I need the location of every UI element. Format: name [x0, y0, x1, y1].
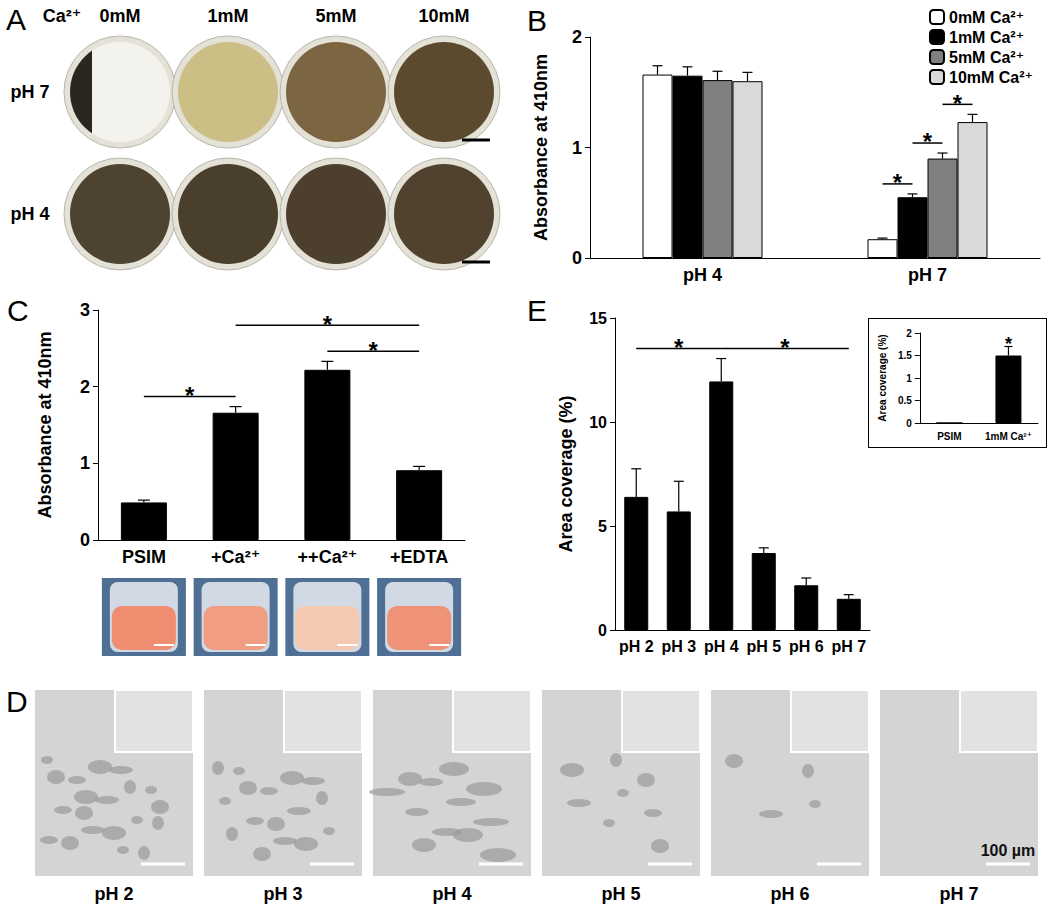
svg-text:+EDTA: +EDTA	[390, 547, 448, 567]
svg-text:pH 5: pH 5	[601, 884, 640, 904]
svg-text:2: 2	[906, 328, 912, 339]
svg-text:5mM Ca²⁺: 5mM Ca²⁺	[949, 49, 1024, 66]
svg-text:pH 6: pH 6	[789, 638, 824, 655]
svg-text:1: 1	[906, 373, 912, 384]
svg-text:pH 7: pH 7	[10, 82, 49, 102]
svg-text:0.5: 0.5	[898, 395, 912, 406]
svg-text:*: *	[1005, 334, 1012, 354]
svg-text:E: E	[527, 294, 547, 327]
svg-text:5mM: 5mM	[315, 6, 356, 26]
svg-text:D: D	[6, 685, 28, 718]
svg-text:pH 7: pH 7	[831, 638, 866, 655]
svg-text:*: *	[893, 169, 903, 196]
svg-text:*: *	[323, 311, 333, 338]
svg-text:1: 1	[80, 453, 90, 473]
svg-text:10mM Ca²⁺: 10mM Ca²⁺	[949, 69, 1033, 86]
svg-text:pH 6: pH 6	[770, 884, 809, 904]
svg-text:10mM: 10mM	[418, 6, 469, 26]
svg-text:C: C	[7, 294, 29, 327]
svg-text:pH 4: pH 4	[10, 204, 49, 224]
svg-text:A: A	[6, 3, 26, 36]
svg-text:0: 0	[598, 622, 607, 639]
svg-text:pH 7: pH 7	[908, 265, 947, 285]
svg-text:*: *	[923, 128, 933, 155]
svg-text:0mM Ca²⁺: 0mM Ca²⁺	[949, 9, 1024, 26]
svg-text:3: 3	[80, 300, 90, 320]
svg-text:++Ca²⁺: ++Ca²⁺	[298, 547, 358, 567]
svg-text:Ca²⁺: Ca²⁺	[43, 6, 82, 26]
svg-text:PSIM: PSIM	[937, 431, 961, 442]
svg-text:2: 2	[572, 27, 582, 47]
svg-text:0: 0	[572, 248, 582, 268]
svg-text:*: *	[369, 337, 379, 364]
svg-text:pH 4: pH 4	[683, 265, 722, 285]
svg-text:1mM Ca²⁺: 1mM Ca²⁺	[949, 29, 1024, 46]
svg-text:1mM Ca²⁺: 1mM Ca²⁺	[985, 431, 1032, 442]
svg-text:pH 3: pH 3	[263, 884, 302, 904]
svg-text:Absorbance at 410nm: Absorbance at 410nm	[531, 54, 551, 241]
svg-text:B: B	[527, 4, 547, 37]
svg-text:pH 4: pH 4	[432, 884, 471, 904]
svg-text:pH 7: pH 7	[939, 884, 978, 904]
svg-text:Area coverage (%): Area coverage (%)	[877, 334, 888, 421]
svg-text:15: 15	[589, 310, 607, 327]
svg-text:1.5: 1.5	[898, 350, 912, 361]
svg-text:5: 5	[598, 518, 607, 535]
svg-text:1: 1	[572, 138, 582, 158]
svg-text:pH 3: pH 3	[661, 638, 696, 655]
svg-text:0mM: 0mM	[99, 6, 140, 26]
svg-text:*: *	[674, 334, 684, 361]
svg-text:10: 10	[589, 414, 607, 431]
svg-text:+Ca²⁺: +Ca²⁺	[211, 547, 260, 567]
svg-text:1mM: 1mM	[207, 6, 248, 26]
svg-text:*: *	[953, 90, 963, 117]
svg-text:pH 5: pH 5	[746, 638, 781, 655]
svg-text:pH 4: pH 4	[704, 638, 739, 655]
svg-text:pH 2: pH 2	[619, 638, 654, 655]
svg-text:*: *	[780, 334, 790, 361]
svg-text:0: 0	[80, 530, 90, 550]
svg-text:PSIM: PSIM	[122, 547, 166, 567]
svg-text:pH 2: pH 2	[94, 884, 133, 904]
svg-text:Absorbance at 410nm: Absorbance at 410nm	[35, 331, 55, 518]
svg-text:Area coverage (%): Area coverage (%)	[556, 395, 576, 552]
svg-text:2: 2	[80, 377, 90, 397]
svg-text:100 µm: 100 µm	[981, 842, 1036, 859]
svg-text:0: 0	[906, 418, 912, 429]
svg-text:*: *	[185, 382, 195, 409]
